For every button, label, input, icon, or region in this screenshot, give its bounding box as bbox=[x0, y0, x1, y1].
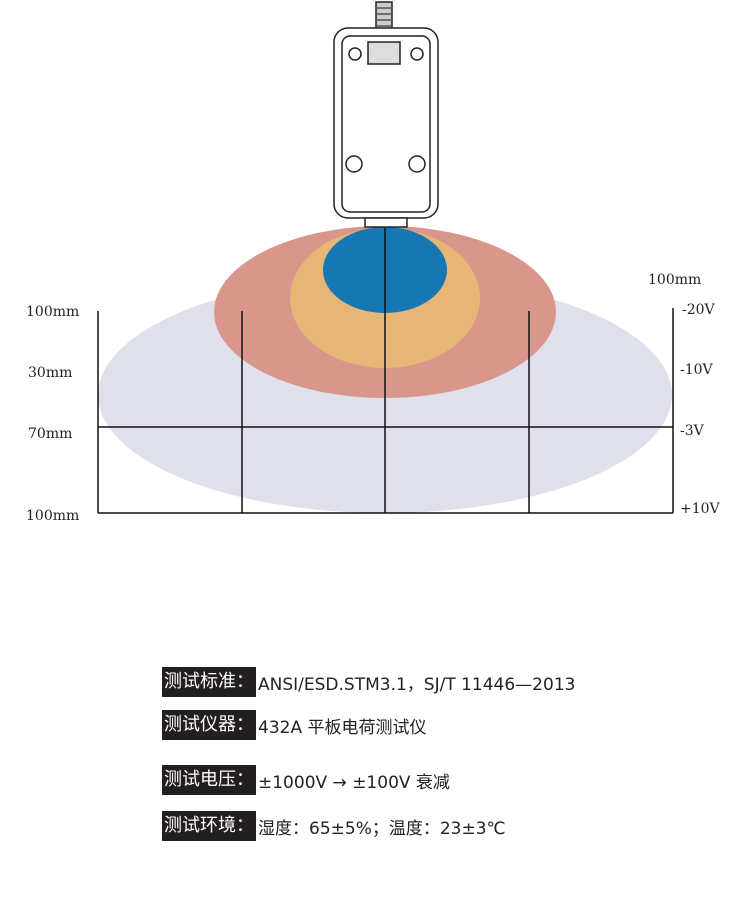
spec-label: 测试标准： bbox=[162, 667, 256, 697]
spec-row: 测试电压： ±1000V → ±100V 衰减 bbox=[162, 765, 450, 795]
diagram: 100mm 100mm 30mm 70mm 100mm -20V -10V -3… bbox=[26, 1, 721, 524]
spec-label: 测试仪器： bbox=[162, 710, 256, 740]
spec-value: ANSI/ESD.STM3.1，SJ/T 11446—2013 bbox=[258, 674, 576, 695]
distance-label: 100mm bbox=[26, 508, 79, 524]
spec-value: 432A 平板电荷测试仪 bbox=[258, 717, 427, 738]
voltage-label: +10V bbox=[680, 501, 721, 517]
spec-row: 测试标准： ANSI/ESD.STM3.1，SJ/T 11446—2013 bbox=[162, 667, 575, 697]
distance-label: 100mm bbox=[648, 272, 701, 288]
grid bbox=[97, 228, 674, 514]
voltage-label: -10V bbox=[680, 362, 714, 378]
spec-row: 测试仪器： 432A 平板电荷测试仪 bbox=[162, 710, 426, 740]
spec-row: 测试环境： 湿度：65±5%；温度：23±3℃ bbox=[162, 811, 506, 841]
screw bbox=[408, 155, 426, 173]
screw bbox=[410, 47, 424, 61]
connector bbox=[367, 41, 401, 65]
screw bbox=[348, 47, 362, 61]
housing-inner bbox=[341, 35, 431, 213]
spec-label: 测试环境： bbox=[162, 811, 256, 841]
ionizer-device bbox=[333, 1, 439, 228]
spec-value: ±1000V → ±100V 衰减 bbox=[258, 772, 450, 793]
distance-label: 100mm bbox=[26, 304, 79, 320]
screw bbox=[345, 155, 363, 173]
spec-value: 湿度：65±5%；温度：23±3℃ bbox=[258, 818, 506, 839]
voltage-label: -3V bbox=[680, 423, 705, 439]
voltage-label: -20V bbox=[682, 302, 716, 318]
cable-thread bbox=[376, 7, 392, 33]
nozzle bbox=[364, 217, 408, 228]
spec-label: 测试电压： bbox=[162, 765, 256, 795]
distance-label: 70mm bbox=[28, 426, 72, 442]
distance-label: 30mm bbox=[28, 365, 72, 381]
